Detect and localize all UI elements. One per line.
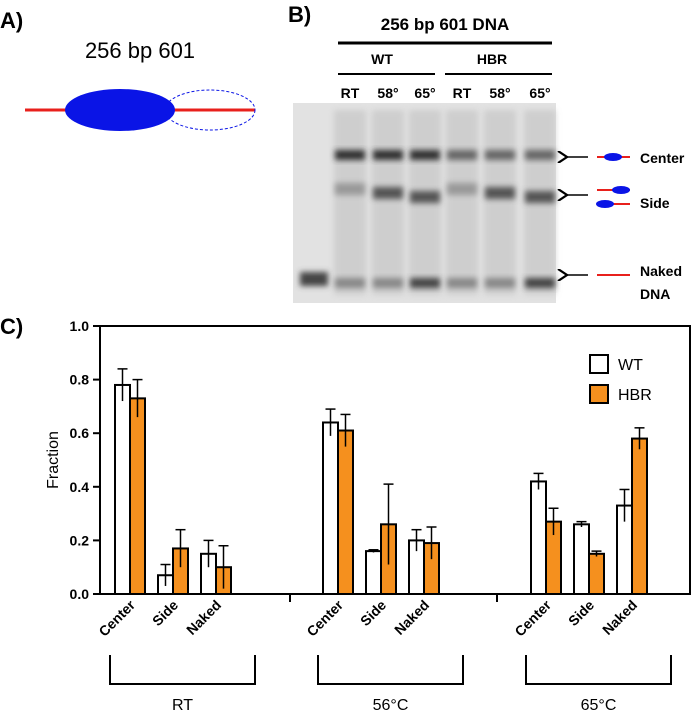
panel-label: B) xyxy=(288,2,311,27)
group-label: HBR xyxy=(477,51,507,67)
bar xyxy=(631,437,648,595)
bar xyxy=(573,523,590,596)
bar xyxy=(365,550,382,595)
band xyxy=(335,183,365,195)
panel-label: A) xyxy=(0,8,23,33)
x-tick-label: Naked xyxy=(391,597,432,638)
panel-label: C) xyxy=(0,314,23,339)
band-label: Naked xyxy=(640,263,682,279)
group-bracket xyxy=(317,655,464,685)
bar xyxy=(337,429,354,595)
band xyxy=(335,278,365,288)
lane-label: RT xyxy=(341,85,360,101)
x-tick-label: Side xyxy=(565,597,597,629)
x-tick-label: Center xyxy=(303,596,346,639)
nucleosome-shifted xyxy=(164,89,256,131)
y-tick-label: 0.4 xyxy=(70,479,90,495)
band xyxy=(373,278,403,288)
y-tick-label: 0.2 xyxy=(70,532,90,548)
bar xyxy=(129,397,146,595)
y-tick-label: 0.6 xyxy=(70,425,90,441)
x-tick-label: Naked xyxy=(599,597,640,638)
gel-title: 256 bp 601 DNA xyxy=(381,15,510,34)
band xyxy=(447,278,477,288)
nucleosome xyxy=(604,153,622,161)
band-label: Center xyxy=(640,150,685,166)
x-tick-label: Center xyxy=(511,596,554,639)
lane-label: 58° xyxy=(489,85,510,101)
lane-label: 65° xyxy=(414,85,435,101)
legend-swatch xyxy=(589,354,609,374)
group-label: 65°C xyxy=(581,697,617,714)
x-tick-label: Side xyxy=(357,597,389,629)
group-label: WT xyxy=(371,51,393,67)
band xyxy=(447,150,477,160)
band xyxy=(525,278,555,288)
lane xyxy=(334,110,366,295)
y-tick-label: 0.0 xyxy=(70,586,90,602)
group-label: 56°C xyxy=(373,697,409,714)
band xyxy=(335,150,365,160)
bar xyxy=(114,383,131,595)
nucleosome xyxy=(65,89,175,131)
gel xyxy=(293,103,556,303)
nucleosome xyxy=(596,200,614,208)
bar xyxy=(588,552,605,595)
band-label: Side xyxy=(640,195,670,211)
group-label: RT xyxy=(172,697,193,714)
bar xyxy=(530,480,547,595)
legend-label: WT xyxy=(618,357,643,374)
band xyxy=(525,191,555,203)
x-tick-label: Naked xyxy=(183,597,224,638)
band xyxy=(373,187,403,199)
band xyxy=(410,150,440,160)
band xyxy=(447,183,477,195)
legend-label: HBR xyxy=(618,387,652,404)
band xyxy=(410,191,440,203)
lane xyxy=(372,110,404,295)
lane-label: 58° xyxy=(377,85,398,101)
band-label: DNA xyxy=(640,286,670,302)
nucleosome xyxy=(612,186,630,194)
y-tick-label: 1.0 xyxy=(70,318,90,334)
x-tick-label: Side xyxy=(149,597,181,629)
group-bracket xyxy=(109,655,256,685)
band xyxy=(525,150,555,160)
x-tick-label: Center xyxy=(95,596,138,639)
lane-label: 65° xyxy=(529,85,550,101)
y-tick-label: 0.8 xyxy=(70,372,90,388)
band xyxy=(485,278,515,288)
y-axis-label: Fraction xyxy=(45,431,62,489)
band xyxy=(373,150,403,160)
band-arrows xyxy=(567,153,630,275)
band xyxy=(485,187,515,199)
lane-label: RT xyxy=(453,85,472,101)
band xyxy=(485,150,515,160)
panel-title: 256 bp 601 xyxy=(85,38,195,63)
bar xyxy=(322,421,339,596)
legend-swatch xyxy=(589,384,609,404)
group-bracket xyxy=(525,655,672,685)
band xyxy=(410,278,440,288)
lane xyxy=(484,110,516,295)
band xyxy=(300,272,328,286)
lane xyxy=(446,110,478,295)
